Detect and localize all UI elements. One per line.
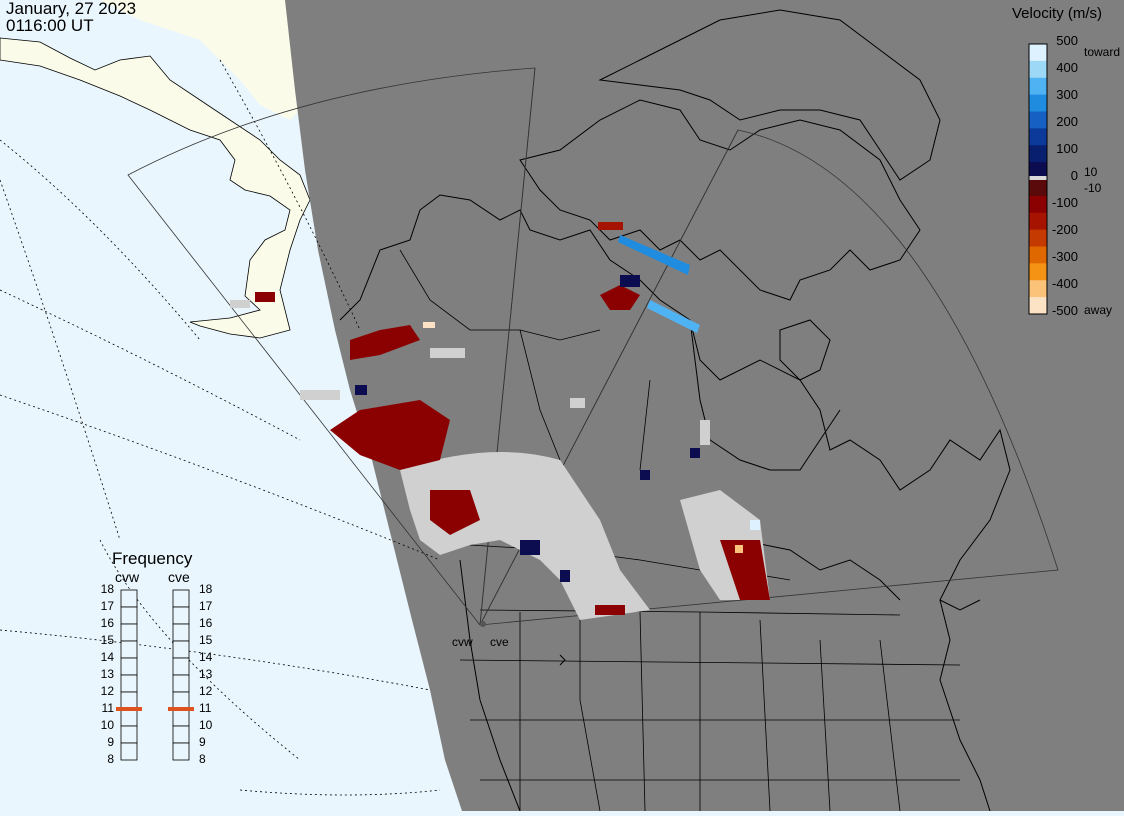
colorbar-segment: [1029, 263, 1047, 281]
time-label: 0116:00 UT: [6, 16, 94, 35]
frequency-scale-label-left: 14: [100, 650, 114, 664]
night-region: [285, 0, 1124, 811]
colorbar-segment: [1029, 162, 1047, 180]
date-label: January, 27 2023: [6, 0, 137, 18]
frequency-scale-label-left: 11: [101, 701, 114, 715]
radar-site-label-cve: cve: [490, 635, 509, 649]
colorbar-tick: -200: [1051, 222, 1078, 237]
colorbar-segment: [1029, 111, 1047, 129]
frequency-scale-cell: [172, 725, 190, 744]
radar-site-marker: [480, 621, 486, 627]
colorbar-segment: [1029, 44, 1047, 62]
colorbar-zero-band: [1029, 176, 1047, 180]
frequency-scale-cell: [172, 657, 190, 676]
colorbar-tick: -400: [1051, 276, 1078, 291]
velocity-colorbar: [1028, 43, 1048, 315]
colorbar-segment: [1029, 229, 1047, 247]
frequency-scale-cell: [120, 657, 138, 676]
colorbar-outline: [1028, 43, 1048, 315]
frequency-scale-cell: [120, 708, 138, 727]
velocity-scatter: [255, 222, 770, 615]
frequency-scale-cell: [120, 640, 138, 659]
frequency-panel: [116, 589, 194, 761]
frequency-scale-label-right: 8: [199, 752, 206, 766]
colorbar-segment: [1029, 94, 1047, 112]
frequency-scale-label-right: 13: [199, 667, 213, 681]
colorbar-segment: [1029, 60, 1047, 79]
frequency-scale-label-left: 15: [100, 633, 114, 647]
colorbar-segment: [1029, 195, 1047, 214]
colorbar-tick: -100: [1051, 195, 1078, 210]
colorbar-tick: 0: [1070, 168, 1078, 183]
frequency-scale-cell: [120, 725, 138, 744]
frequency-scale-cell: [172, 606, 190, 625]
colorbar-tick-10: 10: [1084, 165, 1098, 179]
frequency-scale-label-right: 18: [199, 582, 213, 596]
colorbar-segment: [1029, 246, 1047, 264]
frequency-scale-cell: [172, 708, 190, 727]
frequency-scale-label-left: 12: [100, 684, 114, 698]
frequency-scale-label-right: 14: [199, 650, 213, 664]
frequency-scale-cell: [172, 623, 190, 642]
colorbar-toward-label: toward: [1084, 45, 1121, 59]
colorbar-segment: [1029, 145, 1047, 163]
colorbar-tick: -300: [1051, 249, 1078, 264]
frequency-marker-cvw: [116, 707, 142, 711]
frequency-radar-name-cve: cve: [168, 569, 190, 585]
frequency-scale-label-right: 17: [199, 599, 213, 613]
frequency-scale-label-right: 9: [199, 735, 206, 749]
daylit-land-north: [100, 0, 300, 120]
colorbar-tick: 400: [1056, 60, 1078, 75]
frequency-scale-label-left: 13: [100, 667, 114, 681]
frequency-scale-cell: [120, 742, 138, 761]
frequency-scale-cell: [172, 742, 190, 761]
colorbar-segment: [1029, 77, 1047, 96]
colorbar-tick: 300: [1056, 87, 1078, 102]
frequency-radar-name-cvw: cvw: [115, 569, 140, 585]
frequency-scale-cell: [120, 691, 138, 710]
colorbar-tick: -500: [1051, 303, 1078, 318]
frequency-scale-label-right: 10: [199, 718, 213, 732]
frequency-scale-cell: [172, 640, 190, 659]
frequency-scale-cell: [120, 674, 138, 693]
colorbar-tick: 100: [1056, 141, 1078, 156]
colorbar-segment: [1029, 280, 1047, 298]
colorbar-segment: [1029, 297, 1047, 315]
frequency-scale-label-left: 10: [100, 718, 114, 732]
graticule: [0, 59, 441, 796]
frequency-scale-cell: [120, 606, 138, 625]
frequency-scale-label-right: 11: [199, 701, 212, 715]
frequency-title: Frequency: [112, 549, 193, 568]
colorbar-away-label: away: [1084, 303, 1113, 317]
daylit-land-alaska: [0, 37, 311, 339]
frequency-marker-cve: [168, 707, 194, 711]
frequency-scale-label-left: 17: [100, 599, 114, 613]
colorbar-tick: 200: [1056, 114, 1078, 129]
colorbar-segment: [1029, 179, 1047, 197]
frequency-scale-cell: [172, 674, 190, 693]
radar-site-label-cvw: cvw: [452, 635, 473, 649]
frequency-scale-label-right: 12: [199, 684, 213, 698]
colorbar-segment: [1029, 212, 1047, 231]
frequency-scale-label-right: 15: [199, 633, 213, 647]
colorbar-tick: 500: [1056, 33, 1078, 48]
frequency-scale-cell: [120, 623, 138, 642]
frequency-scale-label-right: 16: [199, 616, 213, 630]
colorbar-tick-minus10: -10: [1084, 181, 1102, 195]
frequency-scale-label-left: 16: [100, 616, 114, 630]
frequency-scale-cell: [172, 589, 190, 608]
frequency-scale-label-left: 8: [107, 752, 114, 766]
frequency-scale-cell: [172, 691, 190, 710]
colorbar-title: Velocity (m/s): [1012, 5, 1103, 22]
frequency-scale-label-left: 9: [107, 735, 114, 749]
colorbar-segment: [1029, 128, 1047, 146]
frequency-scale-label-left: 18: [100, 582, 114, 596]
frequency-scale-cell: [120, 589, 138, 608]
